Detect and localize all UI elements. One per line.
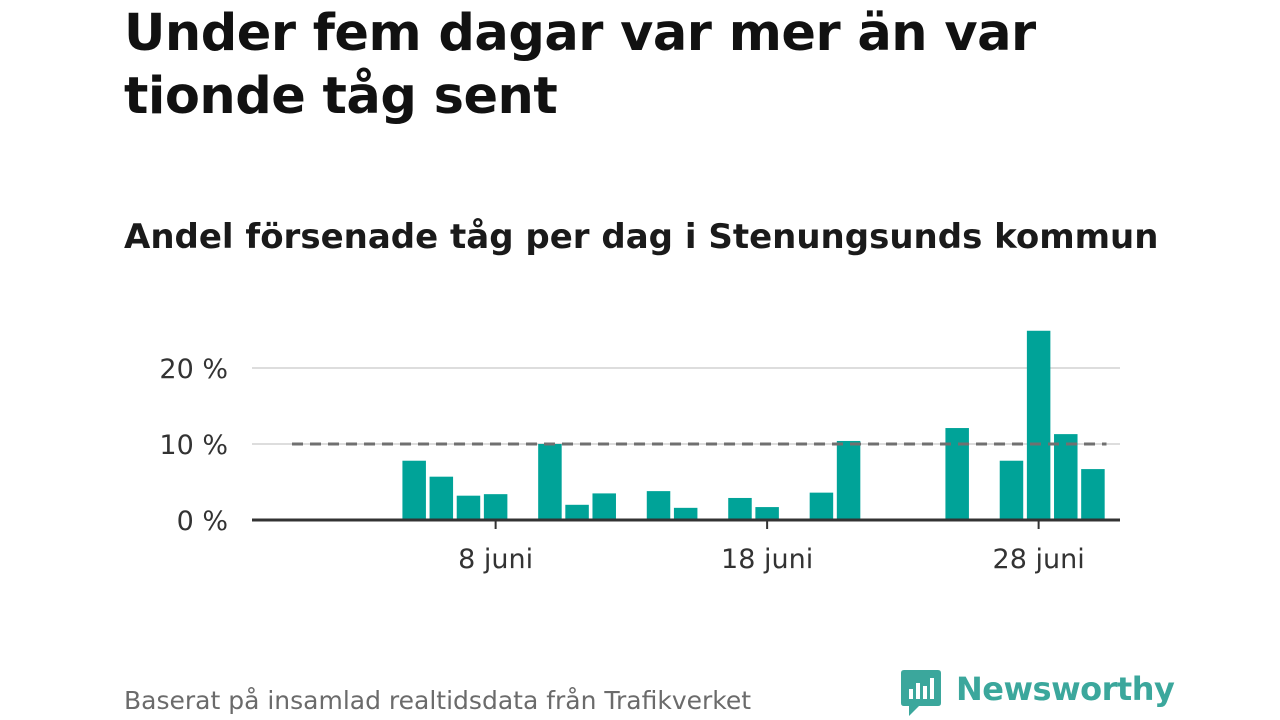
bar [755,507,779,520]
brand-logo: Newsworthy [900,668,1175,720]
bar [728,497,752,520]
chart-subtitle: Andel försenade tåg per dag i Stenungsun… [124,217,1159,257]
bar [402,460,426,520]
bar [673,507,698,520]
x-tick-label: 18 juni [721,544,813,575]
y-tick-label: 0 % [177,506,228,537]
bar [565,504,589,520]
bar [592,493,616,520]
y-tick-label: 20 % [159,354,228,385]
bar [836,440,861,520]
bar [999,460,1024,520]
tick-labels: 0 % 10 % 20 % 8 juni 18 juni 28 juni [159,354,1084,575]
bars [402,330,1105,520]
bar [538,444,562,520]
axes [252,518,1120,529]
grid-lines [252,367,1120,445]
x-tick-label: 28 juni [993,544,1085,575]
y-tick-label: 10 % [159,430,228,461]
newsworthy-logo-icon [901,670,941,716]
bar [483,494,508,520]
source-footnote: Baserat på insamlad realtidsdata från Tr… [124,686,752,715]
chart-title: Under fem dagar var mer än var tionde tå… [124,4,1036,126]
bar [945,428,969,520]
x-tick-label: 8 juni [458,544,533,575]
bar [809,492,834,520]
bar [1081,469,1105,520]
bar [1026,330,1051,520]
bar [456,495,481,520]
bar [429,476,454,520]
bar-chart: 0 % 10 % 20 % 8 juni 18 juni 28 juni [159,330,1120,575]
bar [1054,434,1078,520]
brand-name: Newsworthy [956,670,1175,708]
bar [646,491,671,520]
